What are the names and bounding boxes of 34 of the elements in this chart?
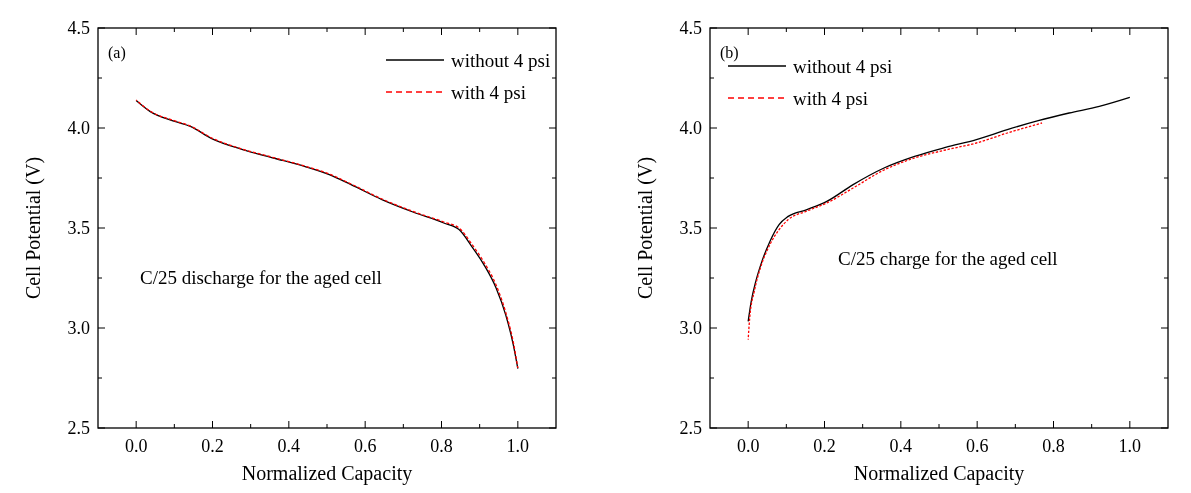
x-tick-label: 0.8 xyxy=(430,436,453,456)
y-tick-label: 3.0 xyxy=(679,318,702,338)
y-tick-label: 3.5 xyxy=(679,218,702,238)
annotation: (b) xyxy=(720,44,739,62)
x-axis-title: Normalized Capacity xyxy=(241,462,413,485)
y-tick-label: 3.0 xyxy=(67,318,90,338)
annotation: C/25 discharge for the aged cell xyxy=(140,267,382,288)
legend-label: without 4 psi xyxy=(793,56,893,77)
legend-label: without 4 psi xyxy=(451,50,551,71)
x-tick-label: 0.0 xyxy=(124,436,148,456)
y-tick-label: 2.5 xyxy=(679,418,702,438)
x-tick-label: 0.2 xyxy=(201,436,224,456)
y-tick-label: 4.0 xyxy=(679,118,702,138)
x-axis-title: Normalized Capacity xyxy=(853,462,1025,485)
y-tick-label: 4.5 xyxy=(67,18,90,38)
y-axis-title: Cell Potential (V) xyxy=(22,156,45,300)
x-tick-label: 1.0 xyxy=(506,436,530,456)
legend-label: with 4 psi xyxy=(451,82,526,103)
legend-label: with 4 psi xyxy=(793,88,868,109)
x-tick-label: 0.8 xyxy=(1042,436,1065,456)
y-tick-label: 2.5 xyxy=(67,418,90,438)
annotation: (a) xyxy=(108,44,126,62)
y-axis-title: Cell Potential (V) xyxy=(634,156,657,300)
x-tick-label: 0.6 xyxy=(353,436,377,456)
x-tick-label: 0.6 xyxy=(965,436,989,456)
x-tick-label: 0.0 xyxy=(736,436,760,456)
x-tick-label: 0.2 xyxy=(813,436,836,456)
y-tick-label: 4.0 xyxy=(67,118,90,138)
y-tick-label: 4.5 xyxy=(679,18,702,38)
x-tick-label: 0.4 xyxy=(889,436,913,456)
annotation: C/25 charge for the aged cell xyxy=(838,248,1058,269)
x-tick-label: 1.0 xyxy=(1118,436,1142,456)
y-tick-label: 3.5 xyxy=(67,218,90,238)
x-tick-label: 0.4 xyxy=(277,436,301,456)
